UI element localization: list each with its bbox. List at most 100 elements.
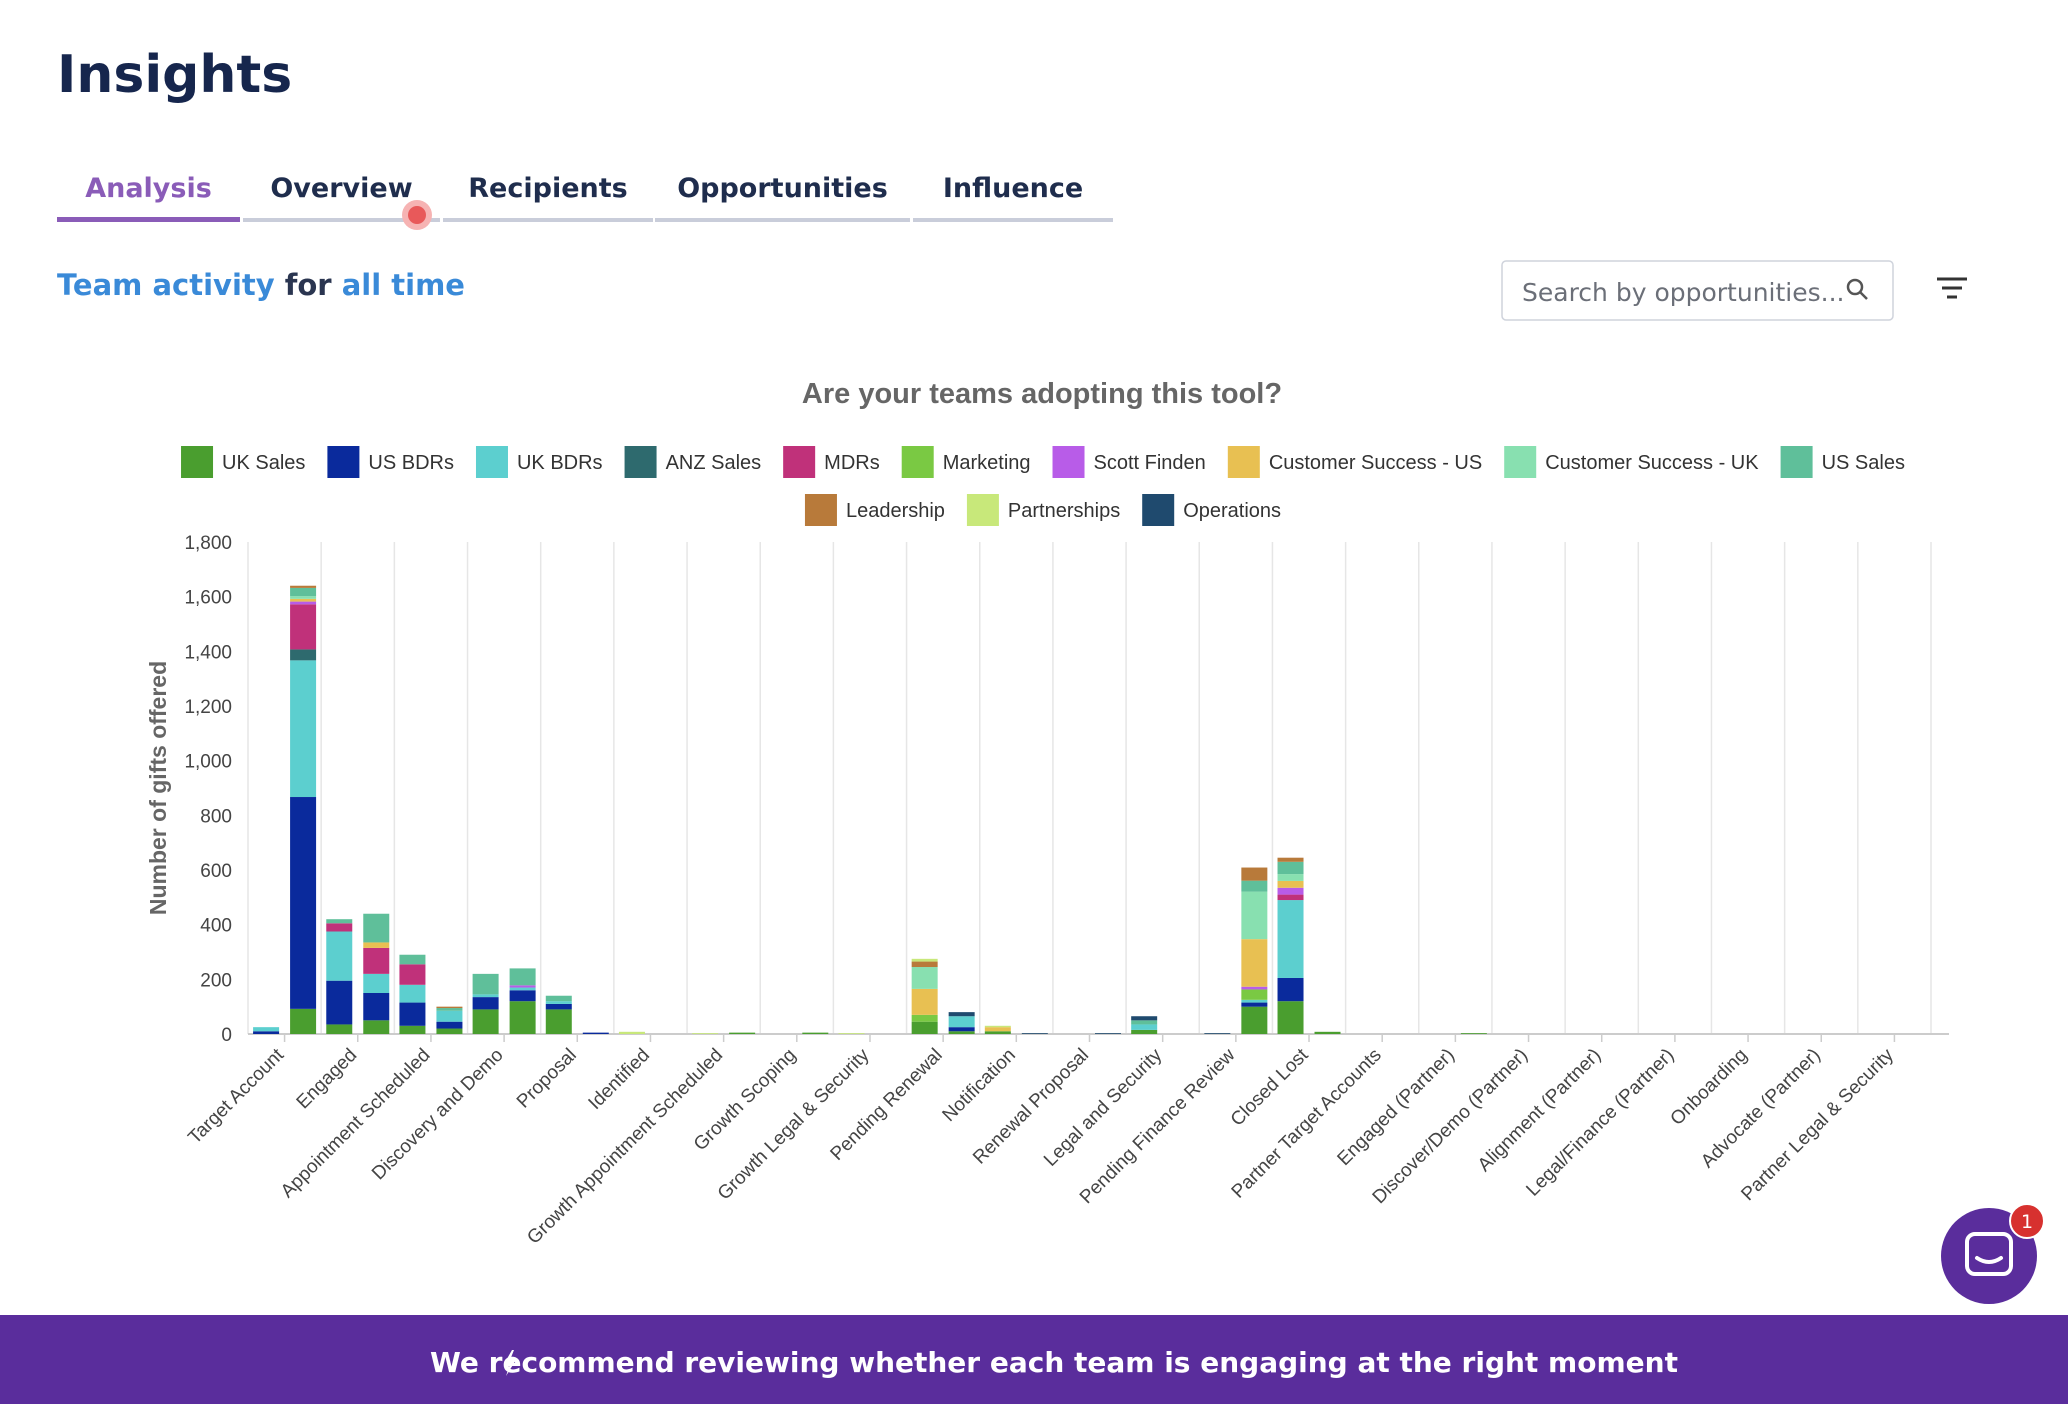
search-icon-handle — [1859, 291, 1868, 300]
bar-segment — [290, 604, 317, 650]
bar-segment — [290, 601, 317, 605]
bar-segment — [399, 954, 426, 965]
bar-segment — [326, 923, 353, 932]
x-tick-label: Notification — [939, 1045, 1020, 1126]
legend: UK Sales US BDRs UK BDRs ANZ Sales MDRs Marke… — [181, 446, 1905, 526]
bar-segment — [1277, 857, 1304, 862]
bar-segment — [911, 967, 938, 989]
legend-item: UK Sales — [181, 446, 305, 478]
bar-segment — [1314, 1031, 1341, 1034]
bar-segment — [984, 1027, 1011, 1032]
x-tick-label: Legal/Finance (Partner) — [1522, 1045, 1678, 1201]
bar-segment — [948, 1012, 975, 1017]
subtitle-period: all time — [342, 268, 465, 302]
tab[interactable]: Recipients — [443, 173, 653, 222]
bar-segment — [290, 797, 317, 1009]
legend-label: Scott Finden — [1094, 452, 1206, 474]
tab-underline — [913, 218, 1113, 222]
bar-segment — [545, 995, 572, 1002]
x-tick-label: Engaged — [293, 1045, 362, 1114]
tab-underline — [243, 218, 440, 222]
bar-segment — [436, 1010, 463, 1022]
y-tick-label: 600 — [200, 861, 232, 882]
bar-segment — [472, 1009, 499, 1034]
bar-segment — [509, 985, 536, 988]
tab-label[interactable]: Analysis — [85, 173, 212, 204]
bar-segment — [1131, 1029, 1158, 1034]
tab-label[interactable]: Recipients — [468, 173, 627, 204]
y-tick-label: 1,600 — [184, 588, 232, 609]
legend-swatch — [1780, 446, 1813, 478]
x-tick-label: Growth Legal & Security — [714, 1044, 874, 1204]
bar-segment — [545, 1009, 572, 1034]
legend-swatch — [966, 494, 999, 526]
tab[interactable]: Influence — [913, 173, 1113, 222]
bar-segment — [1277, 874, 1304, 881]
bar-segment — [618, 1031, 645, 1034]
bar-segment — [948, 1027, 975, 1032]
bar-segment — [911, 958, 938, 962]
search-placeholder: Search by opportunities... — [1522, 278, 1845, 307]
bar-segment — [948, 1031, 975, 1034]
search-icon — [1846, 278, 1864, 296]
legend-swatch — [1052, 446, 1085, 478]
bar-segment — [290, 596, 317, 599]
bar-segment — [1460, 1033, 1487, 1034]
search-box[interactable]: Search by opportunities... — [1501, 260, 1894, 321]
legend-item: UK BDRs — [475, 446, 603, 478]
bar-segment — [1241, 939, 1268, 987]
bar-segment — [838, 1033, 865, 1034]
bar-segment — [363, 1020, 390, 1034]
bar-segment — [1277, 894, 1304, 901]
bar-segment — [1277, 861, 1304, 875]
filter-button[interactable] — [1937, 277, 1967, 299]
bar-segment — [1277, 880, 1304, 888]
bar-segment — [326, 1024, 353, 1034]
search-field[interactable] — [1501, 260, 1894, 321]
legend-label: US Sales — [1822, 452, 1905, 474]
bar-segment — [1241, 891, 1268, 940]
notification-badge — [2009, 1203, 2045, 1239]
legend-item: Scott Finden — [1052, 446, 1206, 478]
legend-swatch — [475, 446, 508, 478]
cursor-dot — [408, 206, 426, 224]
bar-segment — [1241, 1006, 1268, 1034]
tab-label[interactable]: Influence — [943, 173, 1083, 204]
banner-text: We recommend reviewing whether each team… — [430, 1346, 1678, 1379]
legend-swatch — [901, 446, 934, 478]
legend-label: UK BDRs — [517, 452, 603, 474]
page-title: Insights — [57, 45, 292, 105]
bar-segment — [326, 931, 353, 981]
tab[interactable]: Analysis — [57, 173, 240, 222]
legend-item: MDRs — [783, 446, 880, 478]
badge-count: 1 — [2021, 1211, 2033, 1233]
tab-label[interactable]: Overview — [270, 173, 412, 204]
bar-segment — [911, 988, 938, 1015]
x-tick-label: Pending Finance Review — [1076, 1044, 1240, 1208]
bar-segment — [399, 1002, 426, 1026]
chat-button[interactable]: 1 — [1941, 1203, 2045, 1304]
tab-label[interactable]: Opportunities — [677, 173, 888, 204]
bar-segment — [802, 1032, 829, 1034]
bar-segment — [290, 1008, 317, 1034]
tab[interactable]: Opportunities — [655, 173, 910, 222]
tab-underline — [57, 217, 240, 222]
bar-segment — [1095, 1033, 1121, 1034]
legend-item: US BDRs — [327, 446, 454, 478]
legend-label: ANZ Sales — [666, 452, 762, 474]
tab[interactable]: Overview — [243, 173, 440, 222]
bar-segment — [290, 660, 317, 798]
bar-segment — [1241, 867, 1268, 881]
legend-label: Leadership — [846, 500, 945, 522]
bar-segment — [436, 1021, 463, 1029]
bar-segment — [1241, 986, 1268, 990]
bar-segment — [509, 987, 536, 991]
y-tick-label: 1,400 — [184, 642, 232, 663]
legend-item: Operations — [1142, 494, 1281, 526]
bar-segment — [545, 1003, 572, 1010]
legend-label: Marketing — [943, 452, 1031, 474]
bar-segment — [692, 1033, 719, 1034]
y-tick-label: 1,800 — [184, 533, 232, 554]
y-tick-label: 400 — [200, 916, 232, 937]
